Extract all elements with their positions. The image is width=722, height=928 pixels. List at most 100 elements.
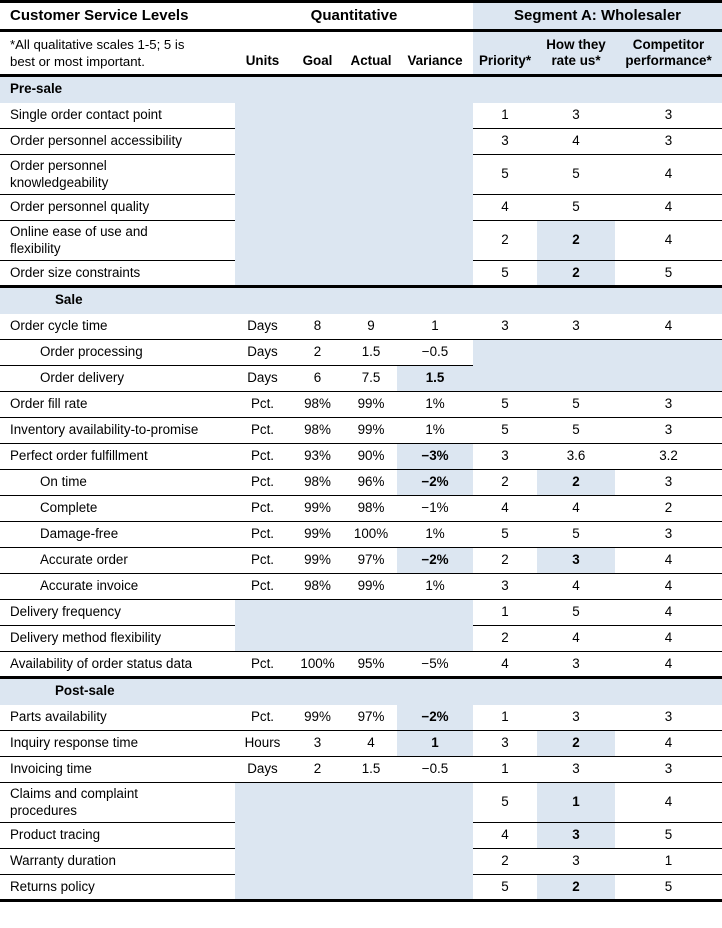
- table-row: Product tracing 4 3 5: [0, 822, 722, 849]
- table-row: Delivery method flexibility 2 4 4: [0, 625, 722, 652]
- variance-cell-highlighted: 1: [397, 730, 473, 757]
- rate-cell: 5: [537, 521, 615, 548]
- units-cell: Days: [235, 339, 290, 366]
- priority-cell: 5: [473, 154, 537, 195]
- priority-cell: 5: [473, 874, 537, 901]
- segment-group-header: Segment A: Wholesaler: [473, 1, 722, 32]
- rate-cell: 3: [537, 102, 615, 129]
- actual-cell: 96%: [345, 469, 397, 496]
- variance-cell: 1%: [397, 573, 473, 600]
- priority-cell: 2: [473, 848, 537, 875]
- table-row: Order fill rate Pct. 98% 99% 1% 5 5 3: [0, 391, 722, 418]
- row-label: Inquiry response time: [0, 730, 235, 757]
- units-cell: Days: [235, 313, 290, 340]
- competitor-cell: 4: [615, 154, 722, 195]
- competitor-cell: 3: [615, 704, 722, 731]
- priority-cell: 2: [473, 625, 537, 652]
- rate-cell: 4: [537, 495, 615, 522]
- priority-cell: 5: [473, 782, 537, 823]
- competitor-cell: 5: [615, 260, 722, 287]
- section-header-postsale: Post-sale: [0, 676, 722, 705]
- table-row: Returns policy 5 2 5: [0, 874, 722, 901]
- units-cell: Pct.: [235, 443, 290, 470]
- row-label: Perfect order fulfillment: [0, 443, 235, 470]
- rate-cell: 3: [537, 651, 615, 678]
- priority-cell: 3: [473, 128, 537, 155]
- row-label: Claims and complaint procedures: [0, 782, 235, 823]
- priority-cell: 4: [473, 651, 537, 678]
- table-row: Order personnel quality 4 5 4: [0, 194, 722, 221]
- actual-cell: 100%: [345, 521, 397, 548]
- row-label: Accurate order: [0, 547, 235, 574]
- variance-cell-highlighted: −2%: [397, 547, 473, 574]
- table-row: Claims and complaint procedures 5 1 4: [0, 782, 722, 901]
- page-title: Customer Service Levels: [0, 1, 235, 32]
- priority-cell: 5: [473, 521, 537, 548]
- table-row: Order personnel accessibility 3 4 3: [0, 128, 722, 155]
- competitor-cell: 3: [615, 391, 722, 418]
- rate-cell: 5: [537, 194, 615, 221]
- rate-cell: 3.6: [537, 443, 615, 470]
- competitor-cell: 4: [615, 547, 722, 574]
- row-label: Returns policy: [0, 874, 235, 901]
- rate-cell-highlighted: 3: [537, 547, 615, 574]
- section-label: Sale: [0, 285, 722, 314]
- section-label: Post-sale: [0, 676, 722, 705]
- rate-cell-highlighted: 2: [537, 220, 615, 261]
- table-row: Order cycle time Days 8 9 1 3 3 4: [0, 313, 722, 340]
- row-label: Damage-free: [0, 521, 235, 548]
- table-row: Perfect order fulfillment Pct. 93% 90% −…: [0, 443, 722, 470]
- variance-cell-highlighted: −2%: [397, 469, 473, 496]
- priority-cell: 5: [473, 260, 537, 287]
- priority-cell: 4: [473, 822, 537, 849]
- competitor-cell: 4: [615, 220, 722, 261]
- row-label: Online ease of use and flexibility: [0, 220, 235, 261]
- table-row: Accurate invoice Pct. 98% 99% 1% 3 4 4: [0, 573, 722, 600]
- title-row: Customer Service Levels Quantitative Seg…: [0, 1, 722, 32]
- row-label: Order processing: [0, 339, 235, 366]
- table-row: On time Pct. 98% 96% −2% 2 2 3: [0, 469, 722, 496]
- table-row: Order delivery Days 6 7.5 1.5: [0, 365, 722, 392]
- variance-cell: −0.5: [397, 756, 473, 783]
- actual-cell: 1.5: [345, 756, 397, 783]
- rate-cell: 4: [537, 625, 615, 652]
- priority-cell: 3: [473, 730, 537, 757]
- table-row: Order processing Days 2 1.5 −0.5: [0, 339, 722, 392]
- competitor-cell: 3.2: [615, 443, 722, 470]
- rate-cell-highlighted: 1: [537, 782, 615, 823]
- column-header-row: *All qualitative scales 1-5; 5 is best o…: [0, 30, 722, 77]
- goal-cell: 2: [290, 339, 345, 366]
- table-row: Invoicing time Days 2 1.5 −0.5 1 3 3: [0, 756, 722, 783]
- rate-cell: 4: [537, 573, 615, 600]
- rate-cell: 5: [537, 391, 615, 418]
- actual-cell: 99%: [345, 417, 397, 444]
- priority-cell: 4: [473, 194, 537, 221]
- actual-cell: 90%: [345, 443, 397, 470]
- variance-cell: −1%: [397, 495, 473, 522]
- goal-cell: 98%: [290, 469, 345, 496]
- table-row: Warranty duration 2 3 1: [0, 848, 722, 875]
- units-cell: Pct.: [235, 469, 290, 496]
- rate-cell: 5: [537, 417, 615, 444]
- actual-cell: 9: [345, 313, 397, 340]
- units-cell: Pct.: [235, 417, 290, 444]
- units-cell: Pct.: [235, 704, 290, 731]
- competitor-cell: 4: [615, 313, 722, 340]
- competitor-cell: 3: [615, 102, 722, 129]
- goal-cell: 98%: [290, 417, 345, 444]
- units-cell: Pct.: [235, 651, 290, 678]
- priority-cell: 3: [473, 573, 537, 600]
- row-label: Single order contact point: [0, 102, 235, 129]
- rate-cell: 4: [537, 128, 615, 155]
- goal-cell: 99%: [290, 547, 345, 574]
- rate-cell: 5: [537, 599, 615, 626]
- section-header-presale: Pre-sale: [0, 75, 722, 103]
- units-cell: Days: [235, 365, 290, 392]
- priority-cell: 1: [473, 599, 537, 626]
- table-row: Online ease of use and flexibility 2 2 4: [0, 220, 722, 261]
- rate-cell: 3: [537, 313, 615, 340]
- actual-cell: 1.5: [345, 339, 397, 366]
- priority-cell: 3: [473, 443, 537, 470]
- variance-cell: 1%: [397, 391, 473, 418]
- actual-cell: 97%: [345, 547, 397, 574]
